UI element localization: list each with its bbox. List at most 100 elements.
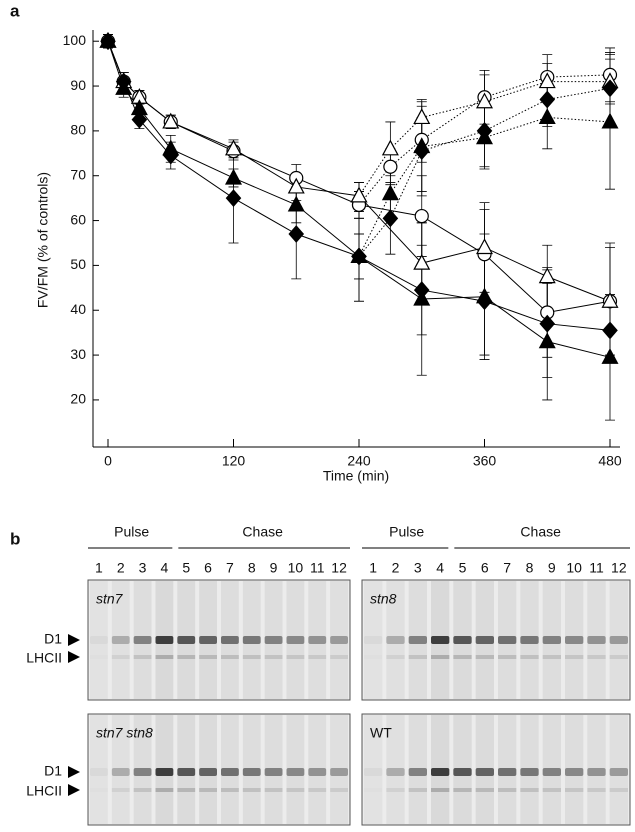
lane-number: 4 xyxy=(161,560,169,576)
band xyxy=(199,768,217,776)
band xyxy=(386,768,405,776)
gel-name: WT xyxy=(370,725,392,741)
band xyxy=(264,768,283,776)
lane-number: 10 xyxy=(566,560,582,576)
lane xyxy=(286,715,305,824)
band xyxy=(242,788,261,792)
band xyxy=(565,636,584,644)
band xyxy=(475,768,494,776)
band xyxy=(221,768,239,776)
band-label: D1 xyxy=(44,631,62,647)
band xyxy=(609,788,628,792)
band xyxy=(542,788,561,792)
marker xyxy=(162,139,180,156)
band xyxy=(90,636,108,644)
marker xyxy=(381,184,399,201)
band xyxy=(242,768,261,776)
marker xyxy=(601,348,619,364)
marker xyxy=(130,99,148,116)
series-line xyxy=(358,116,611,257)
band xyxy=(155,636,174,644)
lane-number: 5 xyxy=(459,560,467,576)
lane xyxy=(264,715,283,824)
marker xyxy=(413,108,431,125)
y-tick-label: 40 xyxy=(70,301,86,317)
band xyxy=(330,655,348,659)
band xyxy=(498,788,517,792)
marker xyxy=(115,79,133,95)
y-tick-label: 90 xyxy=(70,77,86,93)
lane-number: 5 xyxy=(182,560,190,576)
y-tick-label: 80 xyxy=(70,122,86,138)
band xyxy=(386,655,405,659)
marker xyxy=(131,110,148,129)
band xyxy=(475,788,494,792)
arrow xyxy=(68,784,80,796)
lane xyxy=(264,581,283,699)
band-label: D1 xyxy=(44,763,62,779)
band xyxy=(609,636,628,644)
panel-label: a xyxy=(10,1,20,20)
lane-number: 7 xyxy=(226,560,234,576)
gel-name: stn7 xyxy=(96,591,124,607)
band xyxy=(364,768,383,776)
band xyxy=(475,636,494,644)
band xyxy=(453,768,472,776)
marker xyxy=(287,177,305,194)
x-axis-label: Time (min) xyxy=(323,468,389,484)
gel xyxy=(87,713,351,826)
lane-number: 8 xyxy=(526,560,534,576)
marker xyxy=(538,108,556,125)
gel-name: stn7 stn8 xyxy=(96,725,153,741)
band xyxy=(177,636,196,644)
band xyxy=(408,788,427,792)
marker xyxy=(350,186,368,203)
marker xyxy=(538,332,556,349)
band xyxy=(90,655,108,659)
y-tick-label: 20 xyxy=(70,391,86,407)
band xyxy=(199,655,217,659)
marker xyxy=(539,314,556,333)
marker xyxy=(224,139,243,156)
lane-number: 8 xyxy=(248,560,256,576)
band xyxy=(221,788,239,792)
marker xyxy=(413,253,431,270)
marker xyxy=(350,247,368,264)
lane-number: 6 xyxy=(481,560,489,576)
band-label: LHCII xyxy=(26,783,62,799)
lane xyxy=(408,581,427,699)
band xyxy=(609,655,628,659)
band xyxy=(498,636,517,644)
marker xyxy=(414,208,429,224)
lane-number: 3 xyxy=(414,560,422,576)
lane xyxy=(90,581,108,699)
band xyxy=(587,768,606,776)
y-tick-label: 50 xyxy=(70,256,86,272)
band xyxy=(111,655,130,659)
band xyxy=(431,768,450,776)
marker xyxy=(601,112,619,129)
band xyxy=(308,636,327,644)
band xyxy=(587,788,606,792)
marker xyxy=(381,139,399,156)
band xyxy=(199,788,217,792)
band xyxy=(431,788,450,792)
lane xyxy=(111,715,130,824)
band xyxy=(330,788,348,792)
band xyxy=(542,655,561,659)
band xyxy=(475,655,494,659)
band xyxy=(242,636,261,644)
x-tick-label: 120 xyxy=(222,453,246,469)
marker xyxy=(475,238,494,255)
lane xyxy=(386,581,405,699)
lane xyxy=(90,715,108,824)
band xyxy=(520,768,539,776)
marker xyxy=(413,289,431,306)
lane xyxy=(364,581,383,699)
y-tick-label: 70 xyxy=(70,166,86,182)
band xyxy=(453,636,472,644)
marker xyxy=(287,195,305,212)
lane-number: 1 xyxy=(95,560,103,576)
lane xyxy=(386,715,405,824)
